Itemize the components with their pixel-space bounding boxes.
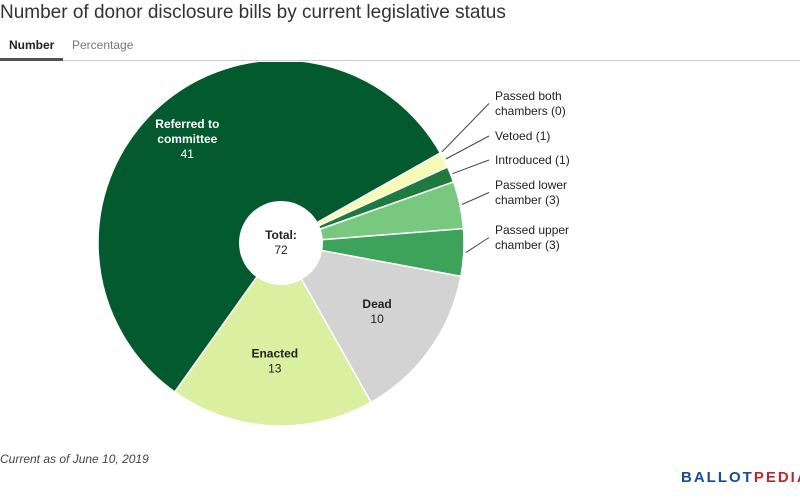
slice-dead[interactable] [279,241,462,404]
leader-vetoed [445,135,490,160]
tab-number[interactable]: Number [9,38,55,52]
chart-title: Number of donor disclosure bills by curr… [0,2,506,23]
label-passed-lower-chamber: Passed lower chamber (3) [495,178,567,207]
tabs-divider [0,60,800,61]
donut-chart: Passed both chambers (0) Vetoed (1) Introdu… [97,62,570,427]
leader-passed-lower-chamber [461,192,490,205]
logo-text-ballot: BALLOT [681,469,754,486]
leader-introduced [452,159,490,175]
footnote: Current as of June 10, 2019 [0,452,149,466]
pie-labels: Passed both chambers (0) Vetoed (1) Introdu… [155,89,569,375]
tab-percentage[interactable]: Percentage [72,38,134,52]
active-tab-indicator [0,58,63,61]
view-tabs: Number Percentage [0,36,800,62]
label-vetoed: Vetoed (1) [495,129,550,143]
leader-passed-upper-chamber [465,237,490,254]
leader-passed-both-chambers [441,103,490,153]
logo-text-pedia: PEDIA [753,469,800,486]
center-total-label: Total: [265,228,297,242]
slice-enacted[interactable] [173,241,373,427]
ballotpedia-logo[interactable]: BALLOTPEDIA [681,469,800,486]
label-dead: Dead 10 [362,297,391,326]
label-enacted: Enacted 13 [251,346,298,375]
label-referred-to-committee: Referred to committee 41 [155,117,219,161]
donut-hole [239,201,323,285]
label-passed-both-chambers: Passed both chambers (0) [495,89,566,118]
label-passed-upper-chamber: Passed upper chamber (3) [495,223,569,252]
label-introduced: Introduced (1) [495,153,570,167]
center-total-value: 72 [274,243,288,257]
